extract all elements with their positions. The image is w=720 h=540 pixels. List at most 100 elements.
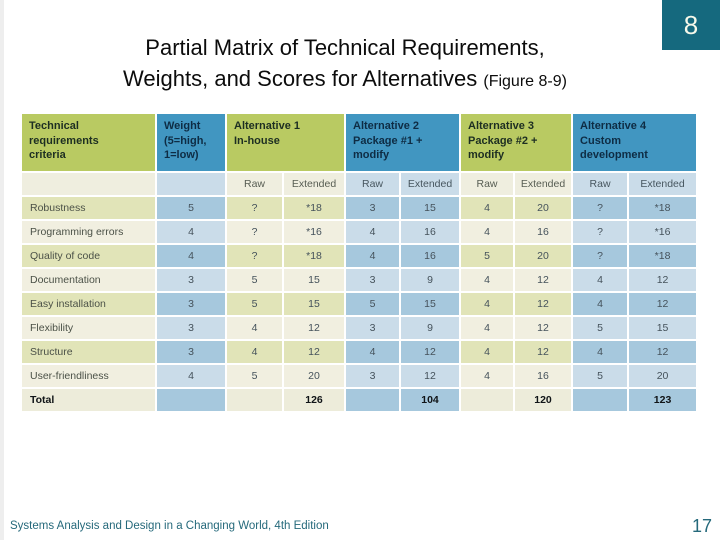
weight-cell: 4 [157,221,225,243]
total-row: Total 126 104 120 123 [22,389,697,411]
score-cell: 4 [346,221,399,243]
criteria-cell: User-friendliness [22,365,155,387]
weight-cell: 4 [157,245,225,267]
score-cell: 20 [515,197,572,219]
score-cell: 12 [284,317,344,339]
slide-number-badge: 8 [662,0,720,50]
score-cell: 4 [461,317,514,339]
requirements-matrix-table: Technical requirements criteria Weight (… [20,112,698,413]
score-cell: *16 [629,221,697,243]
table-row: Flexibility 3 4 12 3 9 4 12 5 15 [22,317,697,339]
col-header-alternative-1: Alternative 1 In-house [227,114,344,171]
score-cell: 3 [346,317,399,339]
score-cell: 104 [401,389,460,411]
matrix-body: Robustness 5? *18 3 15 4 20? *18 Programming err… [22,197,697,411]
score-cell: 4 [461,221,514,243]
score-cell: 15 [401,197,460,219]
score-cell: 4 [227,317,282,339]
criteria-cell: Total [22,389,155,411]
score-cell: 4 [461,341,514,363]
score-cell: 9 [401,317,460,339]
score-cell: 4 [461,269,514,291]
score-cell: ? [573,245,628,267]
score-cell: *18 [284,197,344,219]
col-header-weight: Weight (5=high, 1=low) [157,114,225,171]
score-cell: 5 [227,293,282,315]
table-row: Structure 3 4 12 4 12 4 12 4 12 [22,341,697,363]
criteria-cell: Documentation [22,269,155,291]
col-header-criteria: Technical requirements criteria [22,114,155,171]
score-cell: 4 [461,365,514,387]
score-cell: 12 [515,317,572,339]
footer-book-title: Systems Analysis and Design in a Changin… [10,520,329,532]
score-cell: 16 [401,221,460,243]
table-row: Programming errors 4? *16 4 16 4 16? *16 [22,221,697,243]
weight-cell: 3 [157,293,225,315]
score-cell: 16 [515,365,572,387]
criteria-cell: Structure [22,341,155,363]
criteria-cell: Flexibility [22,317,155,339]
score-cell: 4 [461,197,514,219]
score-cell: 15 [401,293,460,315]
score-cell: 12 [515,269,572,291]
score-cell: ? [573,197,628,219]
score-cell: 4 [461,293,514,315]
criteria-cell: Quality of code [22,245,155,267]
criteria-cell: Robustness [22,197,155,219]
score-cell: 3 [346,365,399,387]
criteria-cell: Programming errors [22,221,155,243]
score-cell: 4 [227,341,282,363]
title-line-1: Partial Matrix of Technical Requirements… [145,35,545,60]
sub-header-extended: Extended [401,173,460,195]
score-cell: *18 [629,245,697,267]
weight-cell: 5 [157,197,225,219]
title-line-2: Weights, and Scores for Alternatives (Fi… [123,66,567,91]
col-header-alternative-2: Alternative 2 Package #1 + modify [346,114,460,171]
score-cell: 4 [346,341,399,363]
table-row: Robustness 5? *18 3 15 4 20? *18 [22,197,697,219]
slide-number: 8 [683,9,699,40]
score-cell: ? [227,245,282,267]
score-cell: 16 [401,245,460,267]
score-cell: 12 [515,341,572,363]
score-cell: 120 [515,389,572,411]
sub-header-raw: Raw [227,173,282,195]
score-cell: 20 [629,365,697,387]
score-cell [227,389,282,411]
score-cell [573,389,628,411]
score-cell [461,389,514,411]
weight-cell [157,389,225,411]
score-cell: 126 [284,389,344,411]
score-cell: 15 [284,269,344,291]
criteria-cell: Easy installation [22,293,155,315]
score-cell: 123 [629,389,697,411]
table-row: Quality of code 4? *18 4 16 5 20? *18 [22,245,697,267]
score-cell: ? [573,221,628,243]
table-row: Easy installation 3 5 15 5 15 4 12 4 12 [22,293,697,315]
header-row: Technical requirements criteria Weight (… [22,114,697,171]
score-cell: 5 [573,317,628,339]
sub-header-spacer [22,173,155,195]
weight-cell: 4 [157,365,225,387]
weight-cell: 3 [157,317,225,339]
sub-header-extended: Extended [515,173,572,195]
figure-reference: (Figure 8-9) [483,73,567,90]
score-cell: *16 [284,221,344,243]
score-cell: ? [227,221,282,243]
score-cell: *18 [629,197,697,219]
col-header-alternative-4: Alternative 4 Custom development [573,114,697,171]
score-cell: 4 [573,269,628,291]
score-cell: 4 [573,293,628,315]
page-number: 17 [691,516,712,536]
score-cell: 12 [401,365,460,387]
col-header-alternative-3: Alternative 3 Package #2 + modify [461,114,572,171]
left-edge-strip [0,0,4,540]
score-cell [346,389,399,411]
score-cell: 20 [515,245,572,267]
sub-header-spacer [157,173,225,195]
requirements-matrix-container: Technical requirements criteria Weight (… [20,112,698,413]
score-cell: 12 [515,293,572,315]
score-cell: 4 [346,245,399,267]
score-cell: 5 [346,293,399,315]
